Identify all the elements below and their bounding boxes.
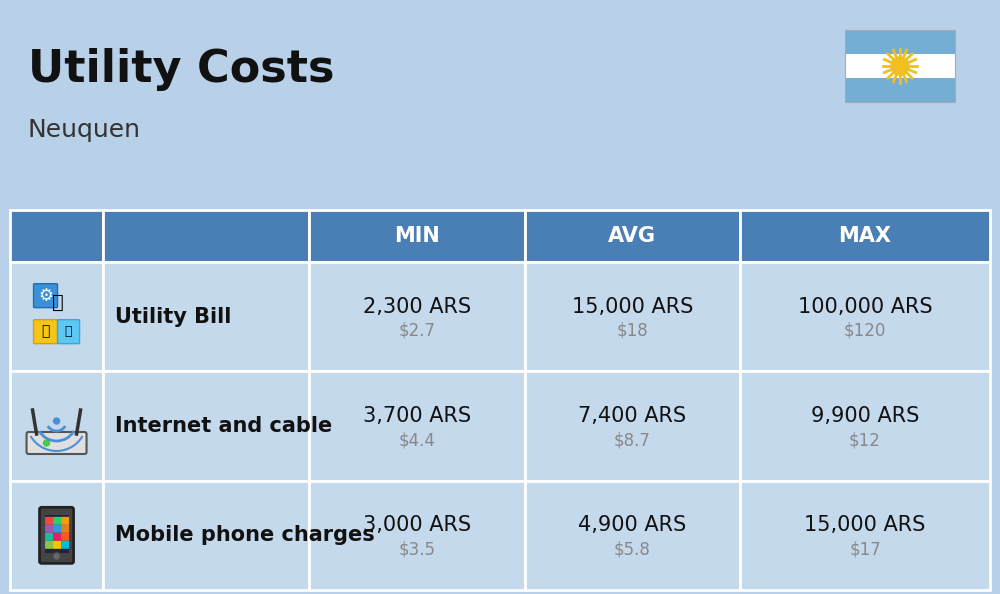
FancyBboxPatch shape (40, 507, 74, 563)
Bar (103, 481, 309, 590)
Bar (524, 371, 740, 481)
Text: Mobile phone charges: Mobile phone charges (115, 525, 375, 545)
Text: MIN: MIN (394, 226, 440, 246)
Bar (740, 210, 990, 262)
Text: $2.7: $2.7 (398, 322, 435, 340)
FancyBboxPatch shape (34, 284, 58, 308)
Text: 3,000 ARS: 3,000 ARS (363, 516, 471, 535)
Bar (740, 481, 990, 590)
Bar (524, 210, 740, 262)
FancyBboxPatch shape (61, 517, 69, 525)
FancyBboxPatch shape (53, 525, 61, 533)
Text: $4.4: $4.4 (398, 431, 435, 449)
Text: 100,000 ARS: 100,000 ARS (798, 296, 932, 317)
Text: MAX: MAX (839, 226, 892, 246)
FancyBboxPatch shape (45, 541, 53, 549)
FancyBboxPatch shape (61, 525, 69, 533)
FancyBboxPatch shape (58, 320, 80, 344)
FancyBboxPatch shape (45, 517, 53, 525)
Bar (10, 262, 103, 371)
Text: Internet and cable: Internet and cable (115, 416, 332, 436)
Circle shape (54, 418, 60, 424)
Bar (10, 481, 103, 590)
Bar (524, 262, 740, 371)
Bar (309, 481, 524, 590)
Bar (45, 516, 69, 554)
Text: 15,000 ARS: 15,000 ARS (804, 516, 926, 535)
Bar (845, 78, 955, 102)
Bar (845, 54, 955, 78)
FancyBboxPatch shape (45, 533, 53, 541)
Bar (845, 30, 955, 54)
Bar (103, 371, 309, 481)
Text: Utility Bill: Utility Bill (115, 307, 231, 327)
FancyBboxPatch shape (53, 517, 61, 525)
Bar (309, 210, 524, 262)
Bar (524, 481, 740, 590)
Text: 3,700 ARS: 3,700 ARS (363, 406, 471, 426)
Text: $17: $17 (849, 541, 881, 558)
Text: 9,900 ARS: 9,900 ARS (811, 406, 919, 426)
Text: 7,400 ARS: 7,400 ARS (578, 406, 686, 426)
Text: 2,300 ARS: 2,300 ARS (363, 296, 471, 317)
Text: Utility Costs: Utility Costs (28, 48, 334, 91)
FancyBboxPatch shape (45, 525, 53, 533)
Circle shape (891, 57, 909, 75)
Text: Neuquen: Neuquen (28, 118, 141, 142)
Bar (740, 371, 990, 481)
Bar (10, 371, 103, 481)
Text: $3.5: $3.5 (398, 541, 435, 558)
FancyBboxPatch shape (61, 533, 69, 541)
Circle shape (44, 440, 50, 446)
Text: 4,900 ARS: 4,900 ARS (578, 516, 686, 535)
Text: 🔌: 🔌 (41, 325, 50, 339)
FancyBboxPatch shape (61, 541, 69, 549)
Bar (103, 262, 309, 371)
Bar (103, 210, 309, 262)
Circle shape (53, 552, 61, 560)
Text: $12: $12 (849, 431, 881, 449)
Text: $5.8: $5.8 (614, 541, 651, 558)
Text: $120: $120 (844, 322, 886, 340)
Text: $18: $18 (616, 322, 648, 340)
FancyBboxPatch shape (53, 533, 61, 541)
Bar (309, 371, 524, 481)
FancyBboxPatch shape (53, 541, 61, 549)
Text: 🧑: 🧑 (52, 293, 63, 312)
Text: 15,000 ARS: 15,000 ARS (572, 296, 693, 317)
FancyBboxPatch shape (34, 320, 58, 344)
Bar (309, 262, 524, 371)
Text: 🚿: 🚿 (65, 325, 72, 338)
Text: AVG: AVG (608, 226, 656, 246)
Bar (740, 262, 990, 371)
Bar (10, 210, 103, 262)
Text: $8.7: $8.7 (614, 431, 651, 449)
Text: ⚙: ⚙ (38, 287, 53, 305)
Bar (845, 30, 955, 102)
FancyBboxPatch shape (27, 432, 87, 454)
